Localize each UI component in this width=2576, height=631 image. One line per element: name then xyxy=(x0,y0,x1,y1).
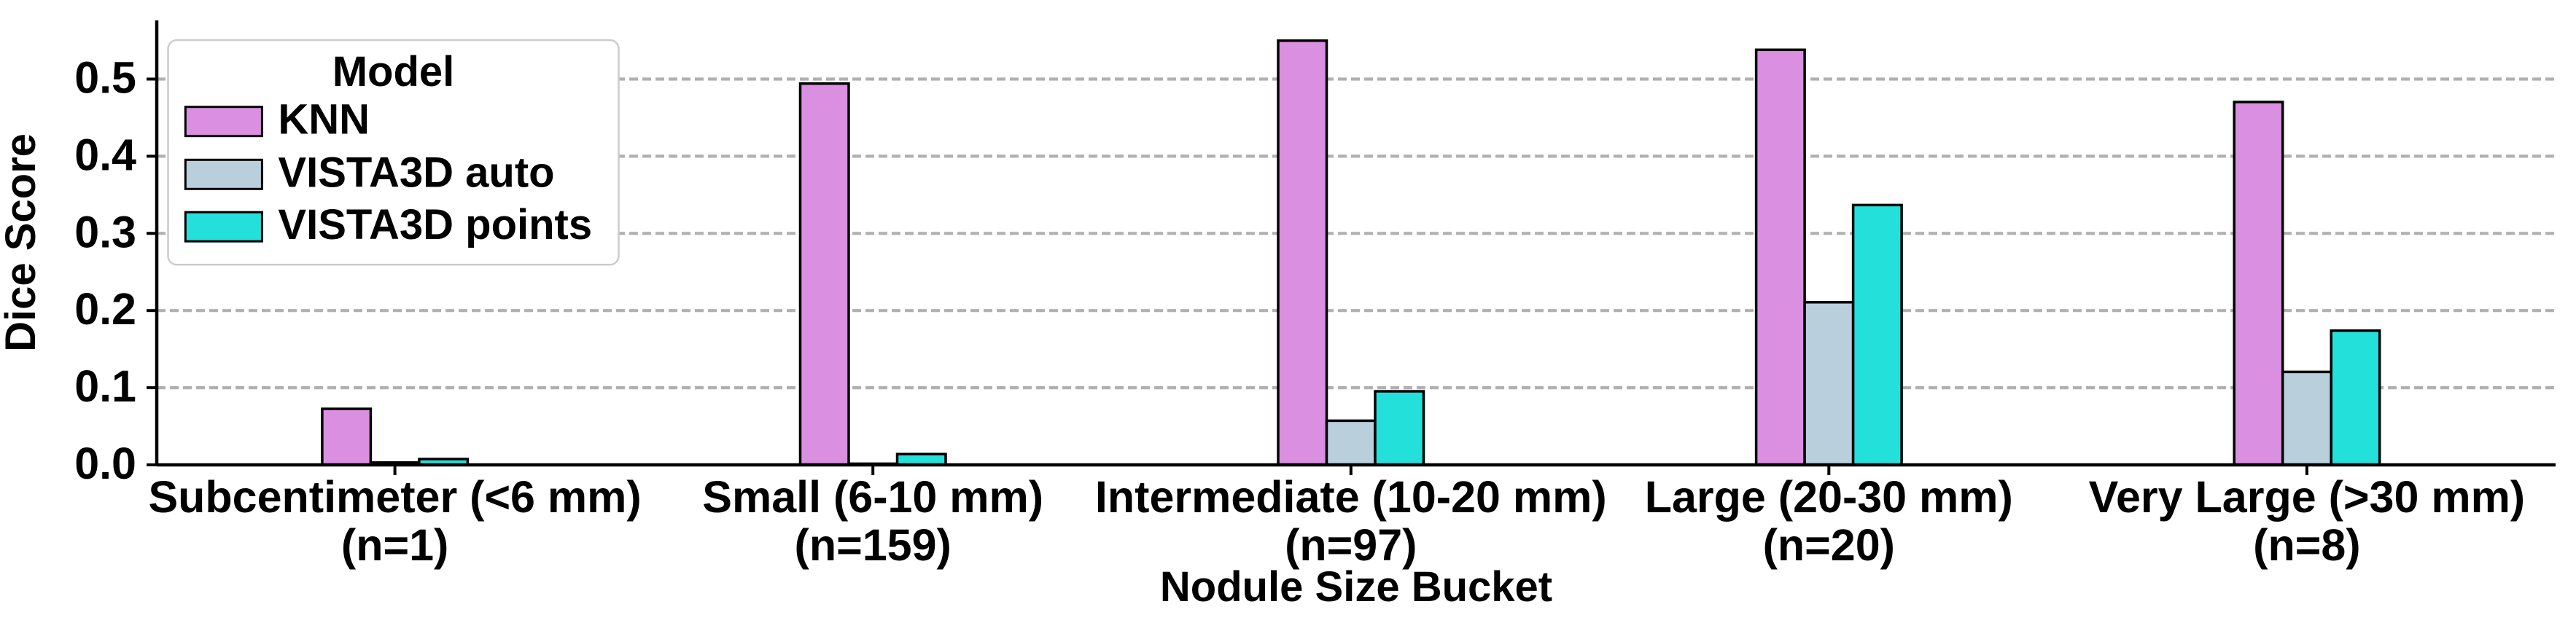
svg-text:Model: Model xyxy=(332,48,455,95)
svg-text:Nodule Size Bucket: Nodule Size Bucket xyxy=(1160,563,1552,611)
svg-text:(n=97): (n=97) xyxy=(1285,520,1417,570)
svg-text:0.5: 0.5 xyxy=(74,53,136,103)
svg-text:VISTA3D points: VISTA3D points xyxy=(278,201,592,248)
svg-text:(n=8): (n=8) xyxy=(2253,520,2360,570)
svg-text:0.0: 0.0 xyxy=(74,439,136,488)
svg-text:Large (20-30 mm): Large (20-30 mm) xyxy=(1645,472,2013,522)
svg-text:Very Large (>30 mm): Very Large (>30 mm) xyxy=(2089,472,2525,522)
svg-text:Subcentimeter (<6 mm): Subcentimeter (<6 mm) xyxy=(148,472,641,522)
svg-text:KNN: KNN xyxy=(278,96,370,144)
svg-text:Dice Score: Dice Score xyxy=(0,133,44,352)
svg-text:(n=159): (n=159) xyxy=(795,520,952,570)
svg-text:Small (6-10 mm): Small (6-10 mm) xyxy=(702,472,1043,522)
svg-text:0.1: 0.1 xyxy=(74,361,136,411)
svg-text:0.3: 0.3 xyxy=(74,207,136,256)
svg-text:0.2: 0.2 xyxy=(74,284,136,334)
svg-text:0.4: 0.4 xyxy=(74,130,136,179)
svg-text:Intermediate (10-20 mm): Intermediate (10-20 mm) xyxy=(1095,472,1607,522)
svg-text:(n=1): (n=1) xyxy=(341,520,448,570)
svg-text:VISTA3D auto: VISTA3D auto xyxy=(278,149,554,196)
svg-text:(n=20): (n=20) xyxy=(1763,520,1895,570)
